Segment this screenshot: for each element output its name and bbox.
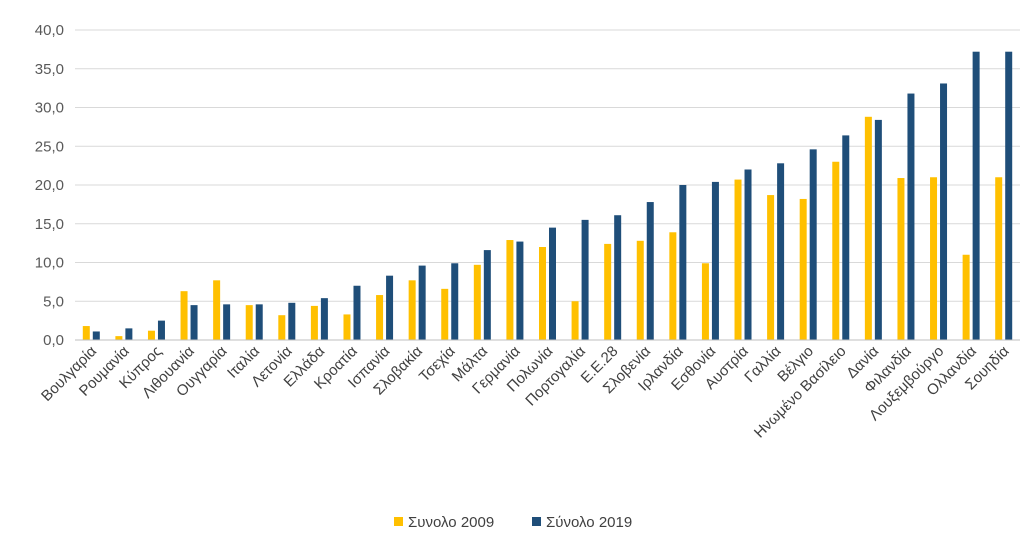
bar-2019 bbox=[190, 305, 198, 340]
bar-2019 bbox=[223, 304, 231, 340]
bar-2019 bbox=[516, 241, 524, 340]
bars bbox=[82, 51, 1013, 341]
bar-2019 bbox=[288, 302, 296, 340]
bar-2009 bbox=[734, 179, 742, 340]
bar-2009 bbox=[180, 291, 188, 340]
bar-2009 bbox=[376, 295, 384, 340]
category-label: Γαλλία bbox=[741, 343, 784, 386]
y-tick-label: 0,0 bbox=[43, 332, 64, 349]
bar-2009 bbox=[864, 116, 872, 340]
bar-2009 bbox=[636, 240, 644, 340]
bar-2009 bbox=[115, 336, 123, 340]
bar-2009 bbox=[767, 195, 775, 340]
bar-2019 bbox=[1005, 51, 1013, 340]
bar-2009 bbox=[408, 280, 416, 340]
y-tick-label: 5,0 bbox=[43, 293, 64, 310]
bar-2019 bbox=[92, 331, 100, 340]
bar-2019 bbox=[809, 149, 817, 340]
y-tick-label: 25,0 bbox=[35, 138, 64, 155]
bar-2019 bbox=[614, 215, 622, 340]
legend-label-2009: Συνολο 2009 bbox=[408, 514, 494, 531]
bar-2009 bbox=[147, 330, 155, 340]
category-label: Τσεχία bbox=[416, 343, 459, 386]
bar-2009 bbox=[995, 177, 1003, 340]
bar-2019 bbox=[418, 265, 426, 340]
y-tick-label: 35,0 bbox=[35, 61, 64, 78]
bar-2019 bbox=[711, 181, 719, 340]
bar-2019 bbox=[353, 285, 361, 340]
bar-2009 bbox=[441, 288, 449, 340]
legend-swatch-2019 bbox=[532, 517, 541, 526]
y-tick-label: 40,0 bbox=[35, 22, 64, 39]
bar-2019 bbox=[679, 185, 687, 340]
bar-2019 bbox=[320, 298, 328, 340]
bar-2019 bbox=[907, 93, 915, 340]
bar-2009 bbox=[343, 314, 351, 340]
bar-2019 bbox=[646, 202, 654, 340]
bar-2009 bbox=[669, 232, 677, 340]
bar-2019 bbox=[842, 135, 850, 340]
bar-2019 bbox=[874, 119, 882, 341]
legend-label-2019: Σύνολο 2019 bbox=[546, 514, 632, 531]
bar-2019 bbox=[972, 51, 980, 340]
bar-2009 bbox=[799, 198, 807, 340]
bar-2019 bbox=[386, 275, 394, 340]
bar-2019 bbox=[744, 169, 752, 340]
legend: Συνολο 2009 Σύνολο 2019 bbox=[394, 514, 632, 531]
bar-2009 bbox=[310, 305, 318, 340]
bar-2009 bbox=[539, 247, 546, 340]
y-axis-ticks: 0,0 5,0 10,0 15,0 20,0 25,0 30,0 35,0 40,0 bbox=[35, 22, 64, 349]
bar-2009 bbox=[930, 177, 938, 340]
bar-2009 bbox=[897, 178, 905, 340]
bar-2009 bbox=[245, 305, 253, 340]
y-tick-label: 10,0 bbox=[35, 255, 64, 272]
bar-2019 bbox=[940, 83, 948, 340]
bar-2009 bbox=[604, 243, 612, 340]
bar-2019 bbox=[451, 263, 459, 340]
bar-2019 bbox=[125, 328, 133, 340]
bar-2009 bbox=[962, 254, 970, 340]
bar-2019 bbox=[549, 227, 556, 340]
bar-2009 bbox=[278, 315, 286, 340]
bar-2019 bbox=[157, 320, 165, 340]
bar-2019 bbox=[581, 219, 589, 340]
bar-2019 bbox=[483, 250, 491, 340]
bar-2009 bbox=[571, 301, 579, 340]
bar-2009 bbox=[701, 263, 709, 340]
bar-2019 bbox=[777, 163, 785, 340]
bar-2009 bbox=[506, 240, 514, 340]
bar-2009 bbox=[832, 161, 840, 340]
bar-2019 bbox=[255, 304, 263, 340]
bar-2009 bbox=[473, 264, 481, 340]
bar-2009 bbox=[82, 326, 90, 340]
y-tick-label: 30,0 bbox=[35, 100, 64, 117]
y-tick-label: 15,0 bbox=[35, 216, 64, 233]
gridlines bbox=[75, 29, 1020, 302]
bar-2009 bbox=[213, 280, 221, 340]
category-labels: ΒουλγαρίαΡουμανίαΚύπροςΛιθουανίαΟυγγαρία… bbox=[38, 343, 1013, 442]
y-tick-label: 20,0 bbox=[35, 177, 64, 194]
legend-swatch-2009 bbox=[394, 517, 403, 526]
